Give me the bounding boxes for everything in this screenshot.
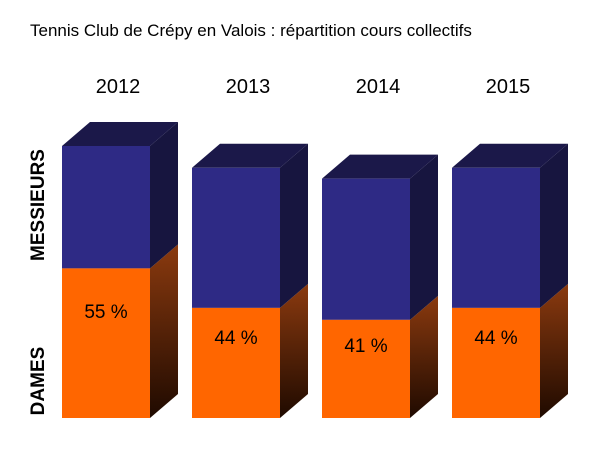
bar-top-2 (192, 143, 308, 168)
data-label-2012: 55 % (84, 302, 127, 323)
category-label-2014: 2014 (356, 76, 401, 98)
bar-dames-2 (192, 307, 280, 418)
category-label-2013: 2013 (226, 76, 271, 98)
data-label-2013: 44 % (214, 328, 257, 349)
bar-messieurs-1 (62, 146, 150, 269)
bars: 2012 55 % 2013 44 % 2014 41 % 2015 44 % (62, 76, 568, 418)
bar-dames-1 (62, 268, 150, 418)
legend-label-messieurs: MESSIEURS (28, 149, 49, 261)
chart-title: Tennis Club de Crépy en Valois : réparti… (30, 21, 472, 40)
bar-side-messieurs-3 (410, 154, 438, 320)
bar-messieurs-3 (322, 178, 410, 320)
bar-side-messieurs-2 (280, 143, 308, 308)
bar-side-messieurs-1 (150, 122, 178, 269)
bar-dames-3 (322, 319, 410, 418)
bar-messieurs-2 (192, 167, 280, 308)
bar-top-3 (322, 154, 438, 179)
category-label-2015: 2015 (486, 76, 531, 98)
legend-label-dames: DAMES (28, 347, 49, 416)
bar-top-1 (62, 122, 178, 146)
data-label-2014: 41 % (344, 336, 387, 357)
bar-side-messieurs-4 (540, 143, 568, 308)
bar-side-dames-4 (540, 283, 568, 418)
bar-side-dames-3 (410, 295, 438, 418)
category-label-2012: 2012 (96, 76, 141, 98)
bar-top-4 (452, 143, 568, 168)
bar-side-dames-1 (150, 244, 178, 418)
bar-messieurs-4 (452, 167, 540, 308)
bar-dames-4 (452, 307, 540, 418)
data-label-2015: 44 % (474, 328, 517, 349)
bar-side-dames-2 (280, 283, 308, 418)
